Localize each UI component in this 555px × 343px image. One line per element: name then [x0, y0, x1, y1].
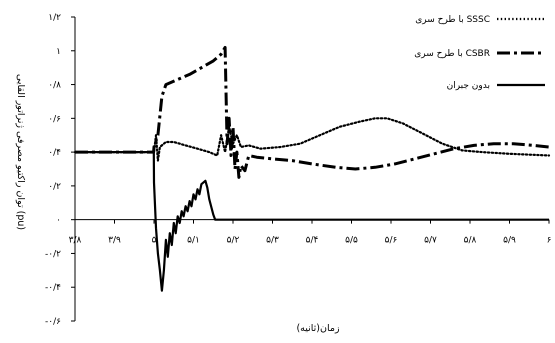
series-line-0	[73, 117, 551, 162]
y-tick-label: ۱/۲	[48, 13, 61, 23]
y-tick-label: -۰/۶	[45, 317, 61, 327]
x-tick-label: ۵/۴	[306, 236, 319, 246]
y-axis-ticks: -۰/۶ -۰/۴ -۰/۲ ۰ ۰/۲ ۰/۴ ۰/۶ ۰/۸ ۱ ۱/۲	[45, 13, 75, 327]
y-tick-label: ۰	[56, 216, 61, 226]
x-tick-label: ۳/۹	[108, 236, 121, 246]
plot-area	[74, 17, 549, 321]
x-tick-label: ۵/۶	[385, 236, 398, 246]
x-axis-ticks: ۳/۸ ۳/۹ ۵ ۵/۱ ۵/۲ ۵/۳ ۵/۴ ۵/۵ ۵/۶ ۵/۷ ۵/۸ ۵/۹ ۶	[69, 219, 552, 246]
x-tick-label: ۶	[547, 236, 552, 246]
legend: با طرح سری SSSC با طرح سری CSBR بدون جبر…	[414, 15, 545, 91]
y-axis-title: توان راکتیو مصرفی ژنراتور القایی (pu)	[15, 74, 26, 230]
x-axis-title: زمان(ثانیه)	[296, 323, 340, 334]
x-tick-label: ۵/۳	[266, 236, 279, 246]
x-tick-label: ۵/۷	[424, 236, 437, 246]
y-tick-label: ۰/۶	[48, 114, 61, 124]
x-tick-label: ۳/۸	[69, 236, 82, 246]
series-layer	[73, 45, 551, 292]
legend-label-sssc: با طرح سری SSSC	[415, 15, 490, 25]
x-tick-label: ۵/۹	[503, 236, 516, 246]
y-tick-label: ۰/۸	[48, 81, 61, 91]
series-line-1	[75, 45, 550, 179]
y-tick-label: ۱	[56, 47, 61, 57]
legend-label-csbr: با طرح سری CSBR	[414, 49, 490, 59]
legend-label-uncompensated: بدون جبران	[447, 81, 490, 91]
x-tick-label: ۵/۲	[227, 236, 240, 246]
x-tick-label: ۵/۸	[464, 236, 477, 246]
series-line-2	[75, 151, 549, 292]
y-tick-label: -۰/۲	[45, 249, 61, 259]
y-tick-label: ۰/۲	[48, 182, 61, 192]
y-tick-label: ۰/۴	[48, 148, 61, 158]
x-tick-label: ۵	[152, 236, 157, 246]
y-tick-label: -۰/۴	[45, 283, 61, 293]
x-tick-label: ۵/۱	[187, 236, 200, 246]
x-tick-label: ۵/۵	[345, 236, 358, 246]
